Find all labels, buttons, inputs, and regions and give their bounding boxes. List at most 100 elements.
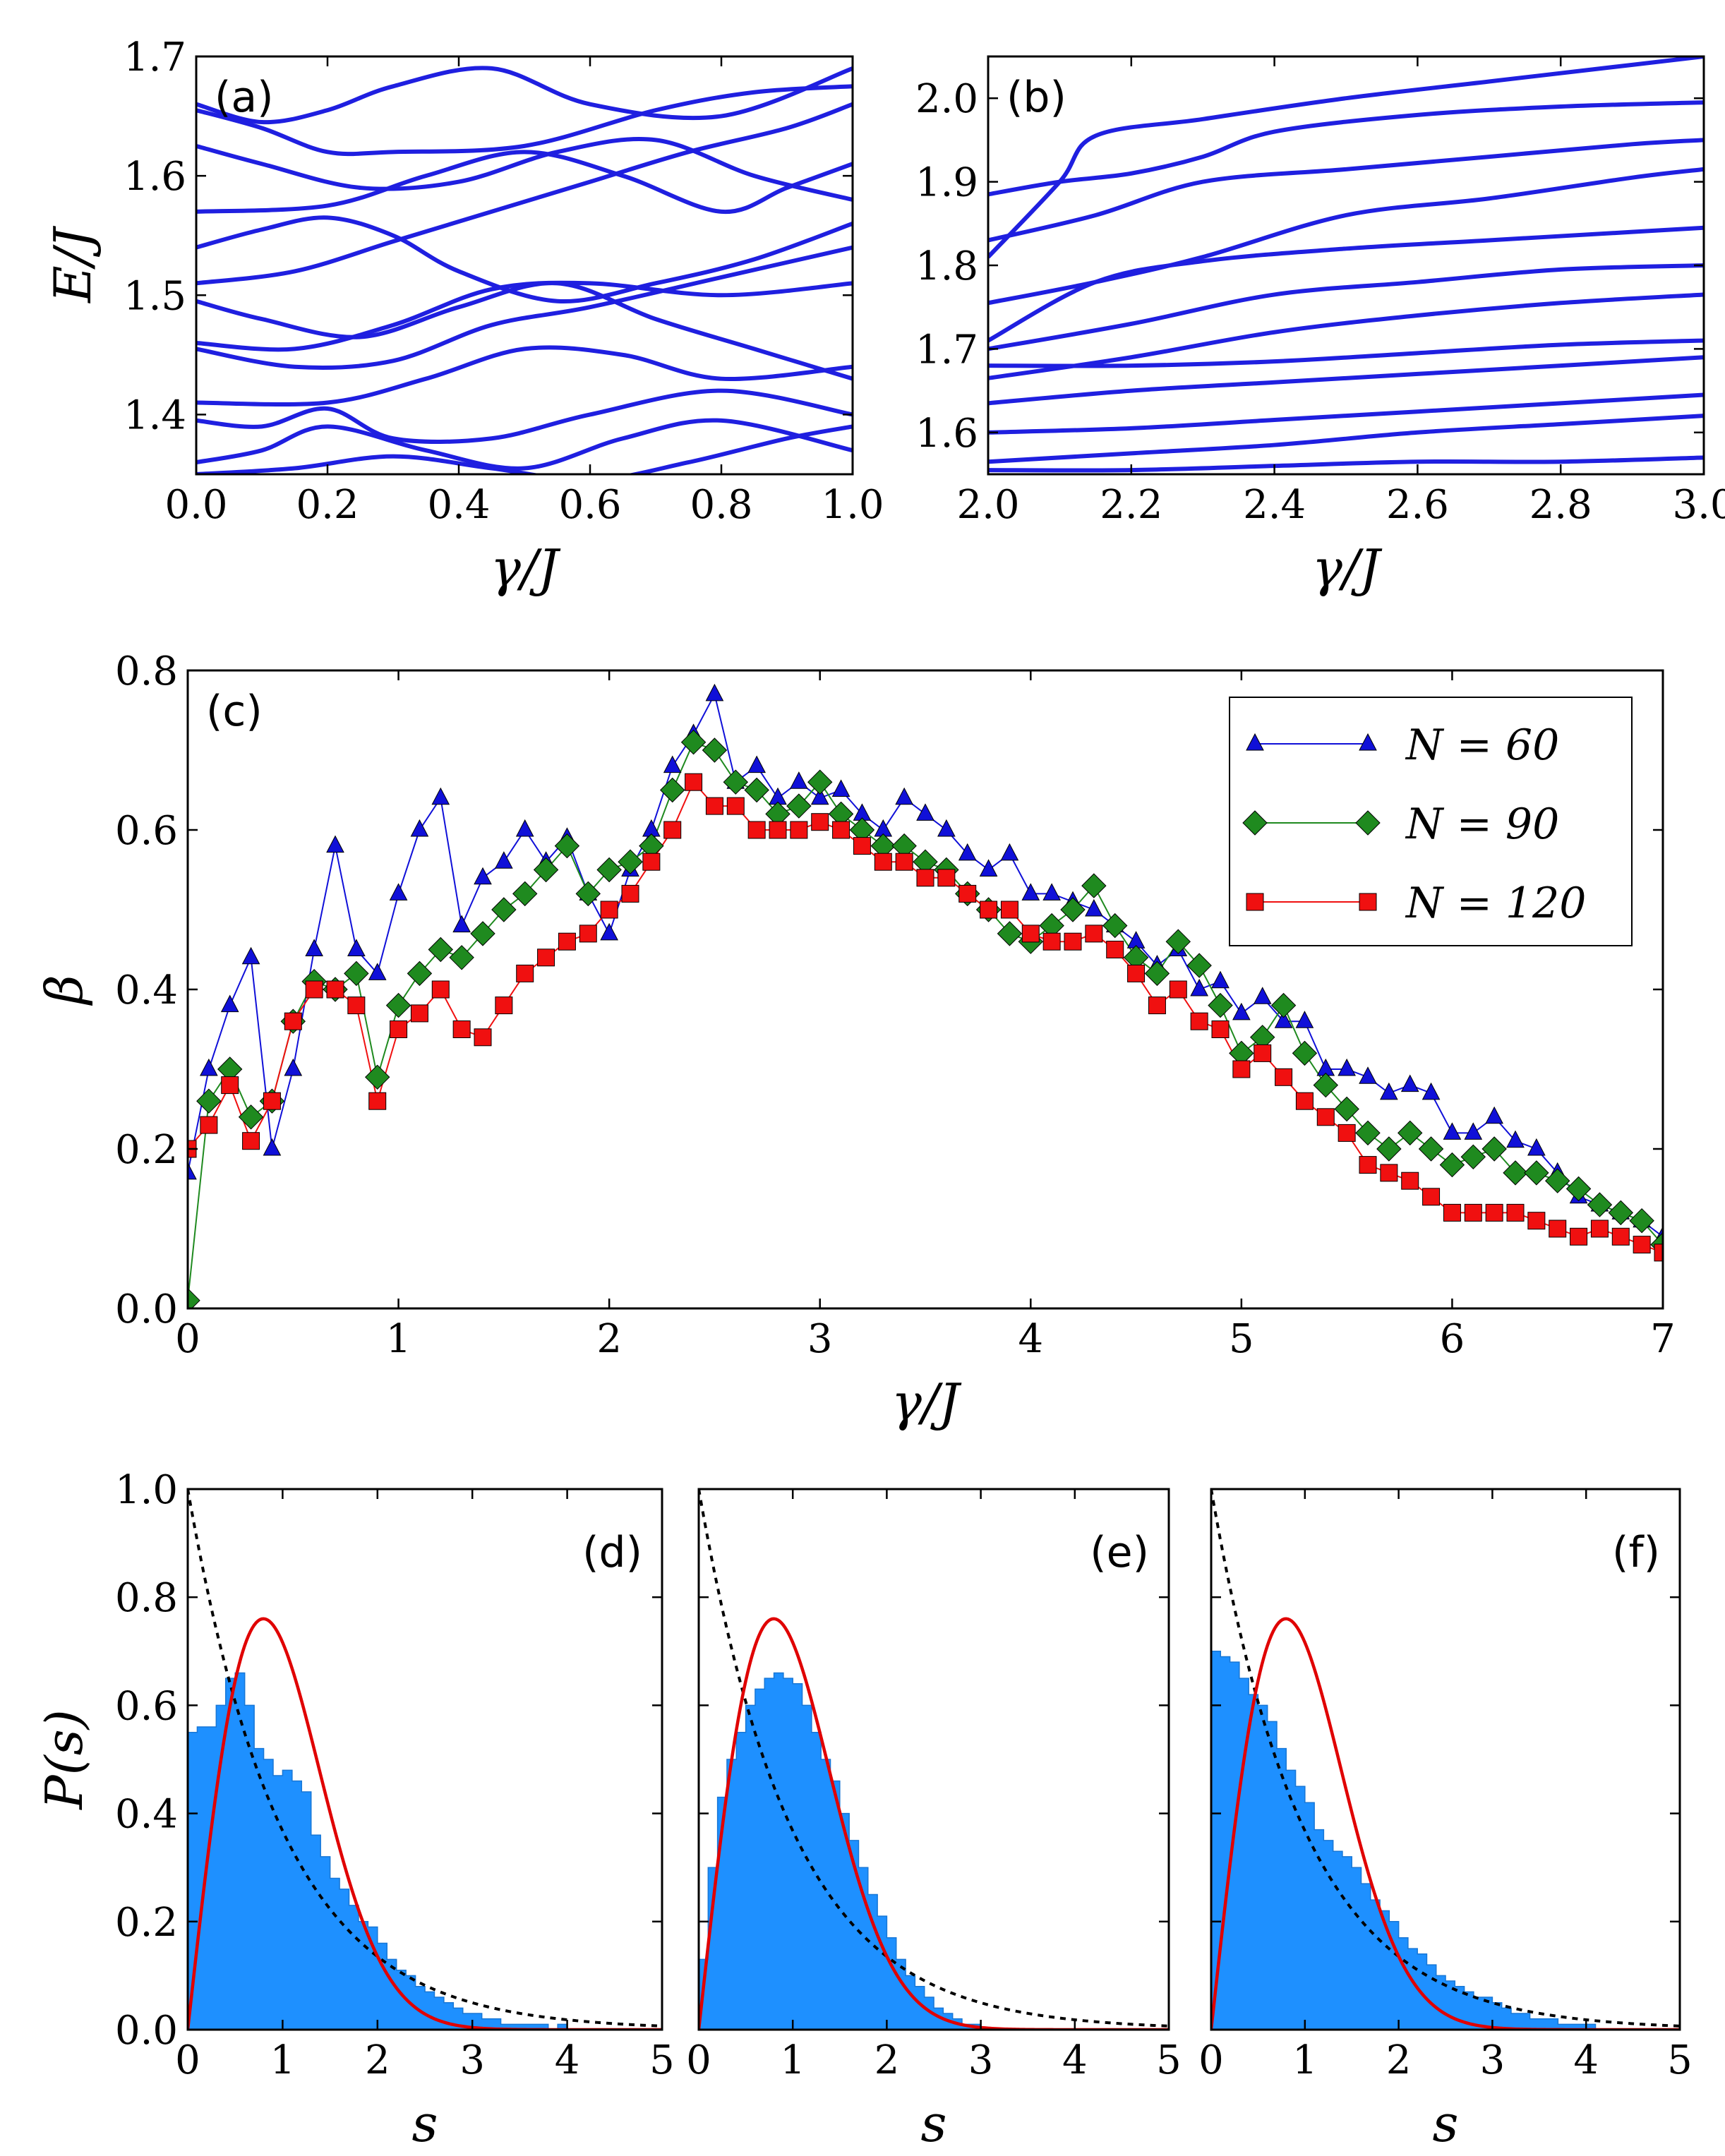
square-marker — [937, 869, 956, 887]
square-marker — [769, 821, 787, 839]
energy-level-line — [196, 215, 853, 304]
histogram-bar — [539, 2024, 549, 2030]
square-marker — [1106, 941, 1124, 958]
histogram-bar — [726, 1759, 737, 2030]
square-marker — [368, 1092, 387, 1110]
diamond-marker — [1208, 992, 1233, 1018]
diamond-marker — [385, 992, 411, 1018]
histogram-bar — [811, 1732, 822, 2030]
histogram-bar — [244, 1705, 255, 2030]
energy-level-line — [196, 388, 853, 445]
histogram-bar — [330, 1878, 340, 2030]
histogram-bar — [1276, 1748, 1287, 2030]
x-tick-label: 0.4 — [427, 482, 490, 528]
diamond-marker — [1355, 1120, 1381, 1146]
legend-label: N = 120 — [1405, 879, 1586, 928]
x-tick-label: 2 — [596, 1316, 622, 1362]
x-tick-label: 2 — [1386, 2037, 1412, 2083]
square-marker — [642, 853, 661, 871]
square-marker — [958, 884, 977, 903]
triangle-marker — [747, 755, 766, 773]
square-marker — [621, 884, 639, 903]
triangle-marker — [1042, 883, 1061, 901]
x-tick-label: 7 — [1650, 1316, 1676, 1362]
legend: N = 60 N = 90 N = 120 — [1229, 697, 1633, 946]
poisson-curve — [188, 1489, 662, 2028]
y-tick-label: 1.9 — [915, 160, 978, 206]
triangle-marker — [1485, 1106, 1503, 1124]
histogram-bar — [197, 1727, 208, 2030]
square-marker — [1085, 925, 1103, 943]
square-marker — [1590, 1219, 1609, 1238]
square-marker — [495, 996, 513, 1015]
square-marker — [811, 813, 829, 831]
histogram-bar — [216, 1705, 227, 2030]
panel-a: 0.0 0.2 0.4 0.6 0.8 1.0 1.4 1.5 1.6 1.7 γ/J E/J (a) — [43, 35, 884, 598]
square-marker — [558, 932, 576, 951]
square-marker — [600, 901, 618, 919]
energy-level-line — [196, 102, 853, 286]
square-marker — [1000, 901, 1018, 919]
y-tick-label: 0.4 — [115, 968, 178, 1013]
histogram-bar — [291, 1781, 302, 2030]
energy-level-line — [988, 100, 1704, 197]
square-marker — [916, 869, 934, 887]
diamond-marker — [1060, 897, 1086, 922]
histogram-bar — [519, 2024, 530, 2030]
square-marker — [726, 797, 745, 815]
triangle-marker — [284, 1058, 303, 1076]
x-tick-label: 4 — [555, 2037, 580, 2083]
triangle-marker — [1359, 1066, 1377, 1084]
triangle-marker — [1443, 1122, 1462, 1140]
square-marker — [663, 821, 682, 839]
square-marker — [853, 837, 871, 855]
histogram-bar — [1352, 1867, 1362, 2030]
poisson-curve — [1211, 1489, 1680, 2028]
diamond-marker — [1418, 1136, 1444, 1162]
histogram-bar — [272, 1775, 283, 2030]
triangle-marker — [200, 1058, 218, 1076]
x-tick-label: 6 — [1440, 1316, 1465, 1362]
square-marker — [1295, 1092, 1314, 1110]
histogram-bar — [491, 2018, 502, 2030]
diamond-marker — [807, 769, 833, 795]
x-tick-label: 1 — [386, 1316, 411, 1362]
histogram-bar — [1258, 1705, 1268, 2030]
triangle-marker — [1527, 1138, 1546, 1156]
square-marker — [1527, 1212, 1546, 1230]
histogram-bar — [349, 1905, 359, 2030]
y-axis-label: E/J — [43, 225, 102, 304]
histogram-bar — [1295, 1786, 1306, 2030]
triangle-marker — [663, 755, 682, 773]
energy-level-line — [988, 392, 1704, 435]
square-marker — [1380, 1164, 1398, 1182]
square-marker — [1232, 1060, 1251, 1078]
diamond-marker — [1481, 1136, 1507, 1162]
histogram-bar — [1342, 1856, 1352, 2030]
histogram-bar — [282, 1770, 293, 2030]
triangle-marker — [188, 1162, 197, 1180]
x-axis-label: γ/J — [1312, 538, 1383, 598]
triangle-marker — [1464, 1122, 1483, 1140]
square-marker — [980, 901, 998, 919]
histogram-outline — [699, 1672, 1169, 2030]
axes-frame — [195, 55, 854, 476]
x-tick-label: 0 — [175, 2037, 200, 2083]
x-axis-label: s — [1433, 2094, 1459, 2153]
histogram-bar — [1211, 1651, 1221, 2030]
histogram-bar — [1426, 1965, 1437, 2030]
square-marker — [685, 773, 703, 791]
energy-level-line — [196, 345, 853, 407]
histogram-outline — [188, 1672, 662, 2030]
diamond-marker — [1144, 960, 1170, 987]
panel-c: 0 1 2 3 4 5 6 70.00.20.40.60.8γ/Jβ(c)N = 60N = … — [35, 649, 1676, 1432]
panel-e: 0 1 2 3 4 5 s (e) — [686, 1488, 1182, 2153]
histogram-bar — [1380, 1910, 1390, 2030]
legend-box — [1229, 697, 1633, 946]
diamond-marker — [1376, 1136, 1402, 1162]
legend-marker — [1359, 733, 1377, 751]
triangle-marker — [937, 819, 956, 837]
diamond-marker — [344, 960, 369, 987]
legend-marker — [1242, 810, 1268, 836]
axes-frame — [1210, 1488, 1681, 2031]
